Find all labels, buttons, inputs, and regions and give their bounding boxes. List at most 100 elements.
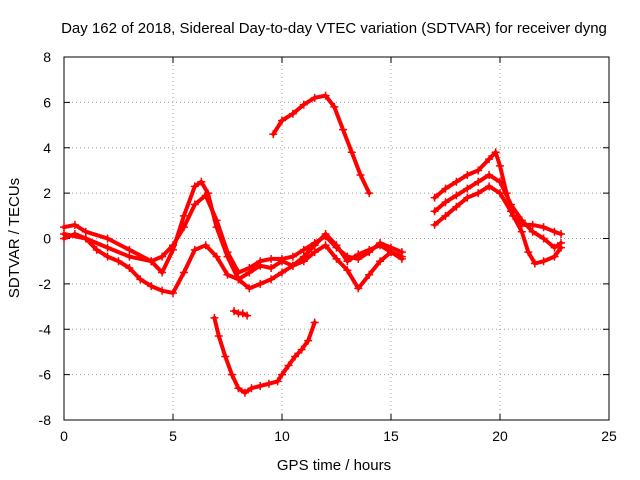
data-point	[125, 252, 134, 261]
series-trace	[271, 93, 372, 196]
data-point	[247, 384, 256, 393]
data-point	[441, 211, 450, 220]
data-point	[147, 257, 156, 266]
x-tick-label: 15	[383, 428, 399, 444]
series-track-8	[430, 170, 566, 252]
data-point	[245, 284, 254, 293]
data-point	[201, 191, 210, 200]
data-point	[125, 263, 134, 272]
data-point	[550, 252, 559, 261]
data-point	[304, 336, 313, 345]
series-track-4	[210, 313, 319, 397]
data-point	[179, 211, 188, 220]
data-point	[474, 177, 483, 186]
data-point	[491, 148, 500, 157]
data-point	[267, 263, 276, 272]
data-point	[365, 248, 374, 257]
data-point	[430, 193, 439, 202]
x-tick-label: 10	[274, 428, 290, 444]
data-point	[347, 148, 356, 157]
y-tick-label: 2	[43, 185, 51, 201]
series-track-9	[430, 182, 566, 268]
data-point	[158, 252, 167, 261]
data-point	[125, 245, 134, 254]
data-point	[430, 220, 439, 229]
data-point	[463, 170, 472, 179]
data-point	[234, 275, 243, 284]
data-point	[474, 166, 483, 175]
data-point	[243, 311, 252, 320]
data-point	[310, 239, 319, 248]
data-point	[310, 318, 319, 327]
series-trace	[62, 232, 404, 295]
data-point	[506, 207, 515, 216]
data-point	[539, 234, 548, 243]
data-point	[245, 263, 254, 272]
data-point	[267, 275, 276, 284]
data-point	[387, 248, 395, 257]
data-point	[452, 177, 461, 186]
data-point	[234, 384, 243, 393]
data-point	[284, 361, 293, 370]
data-point	[524, 248, 533, 257]
data-point	[310, 248, 319, 257]
data-point	[92, 245, 101, 254]
data-point	[256, 381, 265, 390]
data-point	[169, 288, 177, 297]
data-point	[528, 227, 537, 236]
data-point	[221, 352, 230, 361]
x-axis-label: GPS time / hours	[277, 457, 391, 474]
data-point	[190, 245, 199, 254]
series-trace	[62, 193, 404, 275]
data-point	[278, 370, 286, 379]
data-point	[330, 102, 339, 111]
y-tick-label: 8	[43, 49, 51, 65]
y-tick-label: 0	[43, 231, 51, 247]
data-point	[397, 248, 406, 257]
data-point	[179, 223, 188, 232]
data-point	[430, 207, 439, 216]
data-point	[214, 332, 223, 341]
data-point	[81, 234, 90, 243]
data-point	[550, 227, 559, 236]
chart-title: Day 162 of 2018, Sidereal Day-to-day VTE…	[61, 20, 607, 37]
data-point	[343, 252, 352, 261]
data-point	[332, 243, 341, 252]
data-point	[158, 268, 167, 277]
data-point	[496, 189, 504, 198]
data-point	[212, 216, 221, 225]
data-point	[441, 184, 450, 193]
data-point	[297, 345, 306, 354]
data-point	[485, 182, 494, 191]
data-point	[528, 220, 537, 229]
data-point	[530, 259, 539, 268]
data-point	[557, 229, 566, 238]
data-point	[197, 177, 206, 186]
data-point	[103, 243, 112, 252]
data-point	[70, 220, 79, 229]
data-point	[240, 388, 249, 397]
data-point	[210, 313, 219, 322]
data-point	[147, 282, 156, 291]
data-point	[70, 229, 79, 238]
data-point	[169, 241, 177, 250]
x-tick-label: 20	[492, 428, 508, 444]
data-point	[288, 109, 297, 118]
data-point	[291, 352, 300, 361]
data-point	[365, 270, 374, 279]
y-tick-label: -4	[39, 321, 52, 337]
data-series	[60, 91, 566, 397]
data-point	[474, 189, 483, 198]
series-track-5	[230, 307, 252, 320]
y-axis-label: SDTVAR / TECUs	[6, 178, 23, 298]
data-point	[517, 216, 526, 225]
series-track-3	[60, 229, 406, 297]
data-point	[190, 182, 199, 191]
data-point	[136, 275, 145, 284]
y-tick-label: -6	[39, 367, 52, 383]
y-tick-label: -8	[39, 412, 52, 428]
data-point	[321, 91, 330, 100]
data-point	[179, 268, 188, 277]
